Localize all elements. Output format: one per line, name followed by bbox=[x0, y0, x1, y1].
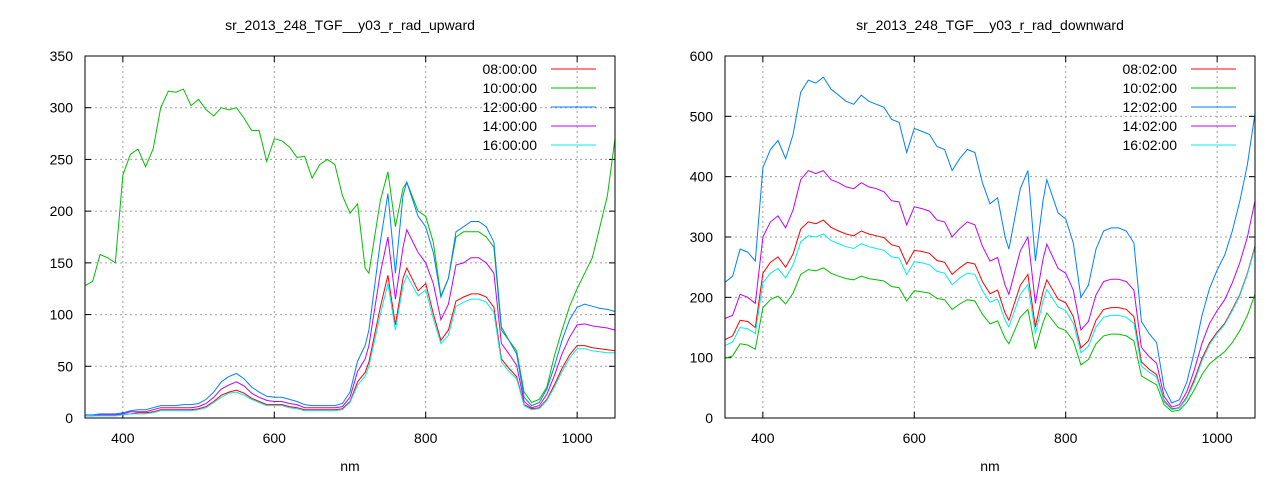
legend-label: 10:02:00 bbox=[1123, 80, 1178, 96]
plot-frame bbox=[84, 55, 616, 419]
x-axis-label: nm bbox=[980, 458, 999, 474]
x-tick-label: 800 bbox=[414, 430, 438, 446]
legend-label: 14:02:00 bbox=[1123, 118, 1178, 134]
legend-label: 12:00:00 bbox=[483, 99, 538, 115]
x-tick-label: 600 bbox=[903, 430, 927, 446]
y-tick-label: 600 bbox=[690, 48, 714, 64]
x-tick-label: 1000 bbox=[562, 430, 593, 446]
legend-label: 12:02:00 bbox=[1123, 99, 1178, 115]
series-line-140200 bbox=[724, 170, 1256, 408]
x-tick-label: 800 bbox=[1054, 430, 1078, 446]
legend-label: 14:00:00 bbox=[483, 118, 538, 134]
series-line-120200 bbox=[724, 76, 1256, 404]
y-tick-label: 100 bbox=[690, 350, 714, 366]
x-axis-label: nm bbox=[340, 458, 359, 474]
series-line-080000 bbox=[85, 266, 616, 417]
legend-label: 08:00:00 bbox=[483, 61, 538, 77]
y-tick-label: 50 bbox=[57, 358, 73, 374]
legend-label: 10:00:00 bbox=[483, 80, 538, 96]
y-tick-label: 350 bbox=[50, 48, 74, 64]
y-tick-label: 0 bbox=[705, 410, 713, 426]
y-tick-label: 300 bbox=[690, 229, 714, 245]
y-tick-label: 150 bbox=[50, 255, 74, 271]
chart-title: sr_2013_248_TGF__y03_r_rad_downward bbox=[856, 17, 1124, 33]
legend-label: 16:00:00 bbox=[483, 137, 538, 153]
y-tick-label: 250 bbox=[50, 151, 74, 167]
y-tick-label: 400 bbox=[690, 169, 714, 185]
y-tick-label: 500 bbox=[690, 108, 714, 124]
y-tick-label: 200 bbox=[50, 203, 74, 219]
x-tick-label: 400 bbox=[751, 430, 775, 446]
series-line-080200 bbox=[724, 219, 1256, 410]
y-tick-label: 100 bbox=[50, 307, 74, 323]
series-line-100000 bbox=[84, 88, 616, 404]
series-line-100200 bbox=[724, 267, 1256, 412]
series-line-140000 bbox=[85, 228, 616, 417]
y-tick-label: 300 bbox=[50, 100, 74, 116]
legend-label: 08:02:00 bbox=[1123, 61, 1178, 77]
x-tick-label: 1000 bbox=[1202, 430, 1233, 446]
chart-title: sr_2013_248_TGF__y03_r_rad_upward bbox=[225, 17, 475, 33]
y-tick-label: 200 bbox=[690, 289, 714, 305]
x-tick-label: 400 bbox=[111, 430, 135, 446]
legend-label: 16:02:00 bbox=[1123, 137, 1178, 153]
series-line-160000 bbox=[85, 274, 615, 417]
series-line-120000 bbox=[85, 180, 616, 416]
x-tick-label: 600 bbox=[263, 430, 287, 446]
y-tick-label: 0 bbox=[65, 410, 73, 426]
plot-frame bbox=[724, 55, 1256, 419]
series-line-160200 bbox=[724, 233, 1256, 411]
